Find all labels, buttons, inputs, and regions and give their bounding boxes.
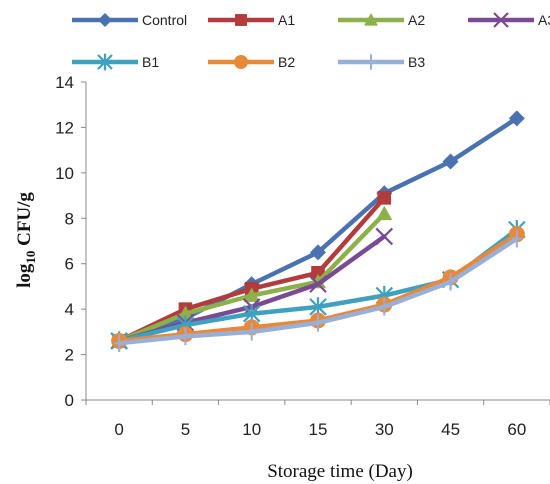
legend: Control A1 A2 A3 B1 B2 B3: [72, 12, 550, 71]
legend-item-b2: B2: [208, 54, 295, 70]
data-point: [246, 323, 257, 341]
y-tick-label: 14: [55, 73, 74, 92]
legend-label: A3: [538, 12, 550, 28]
legend-item-a1: A1: [208, 12, 295, 28]
legend-item-a2: A2: [338, 12, 425, 28]
y-tick-label: 10: [55, 164, 74, 183]
data-point: [243, 287, 260, 302]
data-point: [442, 153, 459, 170]
y-axis: 0 2 4 6 8 10 12 14: [55, 73, 87, 410]
y-tick-label: 2: [65, 346, 74, 365]
plot-area: [110, 110, 526, 353]
data-point: [313, 313, 323, 332]
y-axis-title-subscript: 10: [23, 251, 38, 264]
legend-marker: [97, 53, 113, 71]
x-tick-label: 45: [441, 420, 460, 439]
legend-item-a3: A3: [468, 12, 550, 28]
x-tick-label: 60: [507, 420, 526, 439]
data-point: [377, 191, 392, 205]
y-tick-label: 4: [65, 300, 74, 319]
y-axis-title: log10 CFU/g: [14, 192, 38, 288]
legend-marker: [235, 14, 247, 26]
data-point: [309, 275, 327, 293]
data-point: [375, 227, 394, 246]
y-tick-label: 6: [65, 255, 74, 274]
legend-item-b3: B3: [338, 54, 425, 70]
data-point: [445, 273, 456, 291]
x-tick-label: 5: [181, 420, 190, 439]
legend-label: B3: [408, 54, 425, 70]
x-axis: 0 5 10 15 30 45 60: [85, 399, 550, 439]
x-tick-label: 30: [375, 420, 394, 439]
data-point: [508, 110, 525, 127]
y-axis-title-main: log: [14, 263, 35, 288]
x-tick-label: 15: [309, 420, 328, 439]
data-point: [379, 298, 390, 316]
legend-item-b1: B1: [72, 53, 159, 71]
y-axis-title-rest: CFU/g: [14, 192, 35, 251]
legend-item-control: Control: [72, 12, 187, 28]
data-point: [310, 244, 326, 261]
y-tick-label: 12: [55, 118, 74, 137]
legend-marker: [366, 54, 376, 70]
legend-label: A1: [278, 12, 295, 28]
legend-marker: [98, 13, 112, 27]
legend-label: B1: [142, 54, 159, 70]
legend-label: B2: [278, 54, 295, 70]
data-point: [180, 327, 191, 346]
legend-label: Control: [142, 12, 187, 28]
x-tick-label: 10: [242, 420, 261, 439]
legend-marker: [493, 12, 509, 28]
data-point: [512, 229, 522, 248]
x-axis-title: Storage time (Day): [267, 461, 413, 482]
data-point: [114, 334, 124, 353]
legend-marker: [364, 13, 378, 26]
legend-marker: [234, 55, 248, 69]
y-tick-label: 8: [65, 209, 74, 228]
data-point: [376, 205, 393, 221]
data-point: [177, 305, 194, 321]
x-tick-label: 0: [114, 420, 123, 439]
y-tick-label: 0: [65, 391, 74, 410]
legend-label: A2: [408, 12, 425, 28]
series-b3: [114, 229, 522, 353]
